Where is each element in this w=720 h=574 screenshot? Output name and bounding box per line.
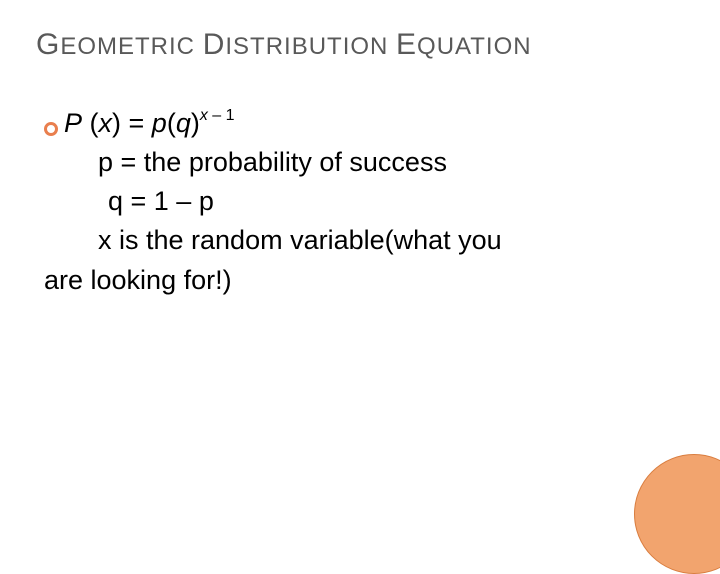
eq-sup: x – 1 (200, 107, 235, 124)
eq-p: p (152, 108, 167, 138)
eq-sp1: ( (82, 108, 99, 138)
eq-sup-x: x (200, 107, 208, 124)
line-x-def-1: x is the random variable(what you (44, 221, 684, 260)
eq-q: q (176, 108, 191, 138)
slide-title: GEOMETRIC DISTRIBUTION EQUATION (36, 28, 684, 62)
eq-sup-rest: – 1 (208, 107, 235, 124)
line-p-def: p = the probability of success (44, 143, 684, 182)
title-cap-d: D (203, 28, 226, 61)
eq-close: ) = (112, 108, 152, 138)
title-istribution: ISTRIBUTION (225, 33, 396, 60)
corner-circle-decoration (634, 454, 720, 574)
equation-text: P (x) = p(q)x – 1 (64, 104, 235, 143)
eq-x: x (99, 108, 113, 138)
equation-row: P (x) = p(q)x – 1 (44, 104, 684, 143)
eq-open2: ( (167, 108, 176, 138)
slide: GEOMETRIC DISTRIBUTION EQUATION P (x) = … (0, 0, 720, 540)
slide-body: P (x) = p(q)x – 1 p = the probability of… (36, 104, 684, 300)
title-eometric: EOMETRIC (60, 33, 202, 60)
line-q-def: q = 1 – p (44, 182, 684, 221)
title-quation: QUATION (417, 33, 532, 60)
title-cap-g: G (36, 28, 60, 61)
eq-close2: ) (191, 108, 200, 138)
title-cap-e: E (396, 28, 417, 61)
line-x-def-2: are looking for!) (44, 261, 684, 300)
bullet-icon (44, 122, 58, 136)
eq-P: P (64, 108, 82, 138)
